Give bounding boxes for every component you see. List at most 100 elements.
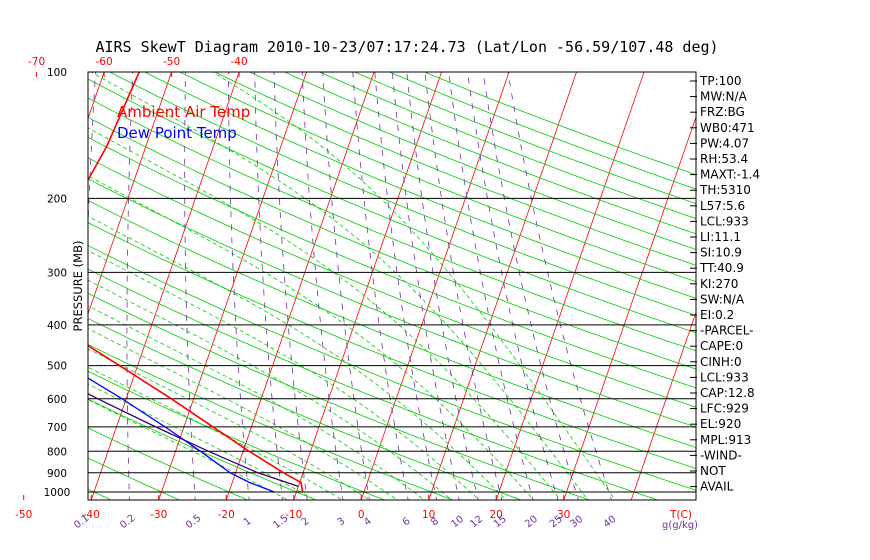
mixing-ratio-label: 8 — [429, 516, 441, 529]
isotherm-line — [225, 72, 375, 500]
mixing-ratio-label: 3 — [336, 516, 348, 529]
stability-index-entry: TP:100 — [699, 74, 742, 88]
mixing-ratio-label: 12 — [468, 514, 485, 531]
dry-adiabat-line — [108, 72, 696, 316]
stability-index-entry: CAP:12.8 — [700, 386, 755, 400]
mixing-ratio-label: 4 — [362, 516, 374, 529]
isotherm-line — [0, 63, 40, 503]
dry-adiabat-line — [388, 72, 696, 190]
dry-adiabat-line — [178, 72, 696, 283]
mixing-ratio-line — [301, 72, 344, 500]
mixing-ratio-line — [352, 72, 409, 500]
parcel-path-line — [88, 392, 299, 488]
mixing-ratio-label: 0.5 — [184, 513, 203, 531]
isotherm-line — [293, 72, 442, 500]
isotherm-line — [158, 72, 307, 500]
mixing-ratio-line — [322, 72, 370, 500]
stability-index-entry: FRZ:BG — [700, 105, 745, 119]
mixing-ratio-label: 10 — [449, 514, 466, 531]
mixing-ratio-line — [448, 72, 534, 500]
isotherm-line — [563, 115, 696, 500]
stability-index-entry: AVAIL — [700, 480, 734, 494]
dry-adiabat-line — [88, 199, 696, 448]
bottom-tick-label: -20 — [218, 509, 235, 521]
top-temperature-axis: -120-110-100-90-80-70-60-50-40 — [28, 56, 248, 77]
isotherm-line — [630, 311, 696, 500]
stability-index-entry: NOT — [700, 464, 726, 478]
stability-index-entry: EI:0.2 — [700, 308, 734, 322]
chart-title: AIRS SkewT Diagram 2010-10-23/07:17:24.7… — [95, 38, 718, 56]
stability-index-entry: TT:40.9 — [699, 261, 744, 275]
stability-index-entry: SI:10.9 — [700, 246, 742, 260]
isotherm-line — [495, 72, 645, 500]
bottom-tick-label: 30 — [557, 509, 570, 521]
pressure-tick-label: 600 — [47, 394, 67, 406]
bottom-axis-unit: T(C) — [669, 509, 692, 521]
dry-adiabat-line — [88, 178, 696, 428]
pressure-tick-label: 400 — [47, 320, 67, 332]
moist-adiabat-line — [212, 72, 616, 500]
pressure-tick-label: 500 — [47, 361, 67, 373]
stability-index-entry: MW:N/A — [700, 90, 748, 104]
mixing-ratio-label: 30 — [568, 514, 585, 531]
dry-adiabat-line — [213, 72, 696, 266]
bottom-tick-label: 10 — [422, 509, 435, 521]
stability-index-entry: PW:4.07 — [700, 136, 749, 150]
mixing-ratio-unit: g(g/kg) — [662, 520, 698, 531]
dry-adiabat-line — [88, 97, 696, 352]
stability-index-entry: -WIND- — [700, 448, 742, 462]
mixing-ratio-label: 6 — [401, 516, 413, 529]
pressure-tick-label: 800 — [47, 446, 67, 458]
pressure-axis: 100 200 300 400 500 600 700 800 900 1000 — [44, 67, 71, 499]
bottom-tick-label: -50 — [15, 509, 32, 521]
stability-index-entry: EL:920 — [700, 417, 741, 431]
stability-index-entry: CAPE:0 — [700, 339, 743, 353]
stability-index-entry: MPL:913 — [700, 433, 751, 447]
pressure-tick-label: 700 — [47, 422, 67, 434]
dry-adiabat-line — [88, 78, 696, 334]
isotherm-line — [360, 72, 510, 500]
top-tick-label: -60 — [96, 56, 113, 68]
stability-index-entry: LCL:933 — [700, 370, 749, 384]
dry-adiabat-line — [88, 117, 696, 370]
pressure-tick-label: 200 — [47, 193, 67, 205]
dry-adiabat-line — [248, 72, 696, 250]
plot-frame — [87, 71, 697, 501]
pressure-tick-label: 100 — [47, 67, 67, 79]
top-tick-label: -70 — [28, 56, 45, 68]
dry-adiabat-line — [0, 63, 48, 503]
mixing-ratio-label: 20 — [523, 514, 540, 531]
bottom-tick-label: -10 — [285, 509, 302, 521]
legend-item-ambient-air-temp: Ambient Air Temp — [117, 103, 250, 121]
stability-index-entry: LCL:933 — [700, 214, 749, 228]
bottom-tick-label: 0 — [358, 509, 365, 521]
mixing-ratio-label: 1 — [242, 516, 254, 529]
dry-adiabat-line — [88, 136, 696, 389]
mixing-ratio-label: 0.2 — [118, 513, 137, 531]
pressure-tick-label: 300 — [47, 267, 67, 279]
ambient-air-temp-line — [88, 72, 304, 493]
stability-index-entry: SW:N/A — [700, 292, 745, 306]
profile-series — [88, 72, 304, 493]
moist-adiabat-line — [88, 383, 317, 500]
stability-index-entry: CINH:0 — [700, 355, 742, 369]
legend: Ambient Air Temp Dew Point Temp — [117, 103, 250, 142]
stability-index-entry: L57:5.6 — [700, 199, 745, 213]
top-tick-label: -50 — [163, 56, 180, 68]
bottom-tick-label: -30 — [150, 509, 167, 521]
stability-index-entry: WB0:471 — [700, 121, 755, 135]
isotherm-line — [88, 72, 172, 316]
stability-index-entry: LI:11.1 — [700, 230, 741, 244]
pressure-tick-label: 1000 — [44, 487, 71, 499]
isotherm-line — [90, 72, 240, 500]
mixing-ratio-line — [88, 72, 96, 235]
moist-adiabat-line — [88, 279, 453, 500]
moist-adiabat-lines — [88, 72, 616, 500]
stability-index-entry: TH:5310 — [699, 183, 751, 197]
moist-adiabat-line — [88, 175, 535, 500]
stability-index-entry: RH:53.4 — [700, 152, 748, 166]
bottom-tick-label: 20 — [490, 509, 503, 521]
mixing-ratio-label: 40 — [602, 514, 619, 531]
stability-index-entry: LFC:929 — [700, 402, 749, 416]
